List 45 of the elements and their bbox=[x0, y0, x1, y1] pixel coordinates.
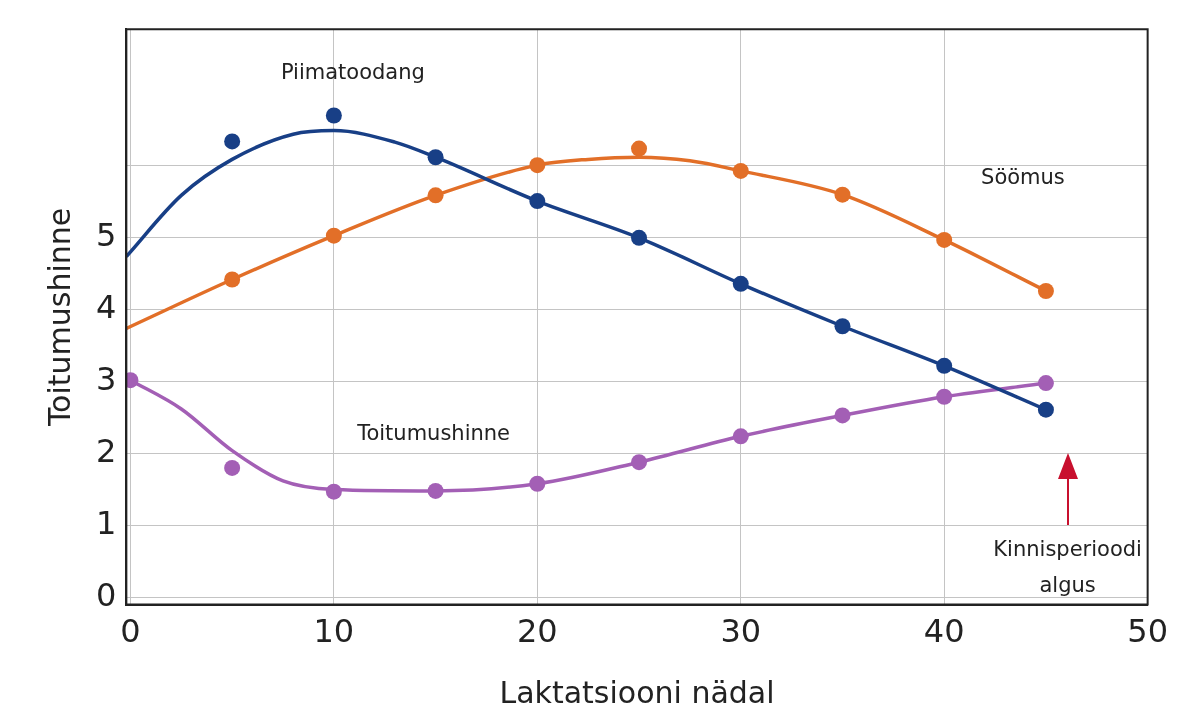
x-tick-label: 0 bbox=[120, 612, 141, 651]
point bbox=[529, 475, 546, 492]
point bbox=[732, 275, 749, 292]
point bbox=[834, 407, 851, 424]
text: Piimatoodang bbox=[280, 60, 425, 85]
y-tick-label: 5 bbox=[96, 216, 117, 255]
y-tick-label: 2 bbox=[96, 431, 117, 470]
series-label: Toitumushinne bbox=[356, 421, 511, 446]
point bbox=[427, 149, 444, 166]
point bbox=[1037, 401, 1054, 418]
point bbox=[529, 157, 546, 174]
y-axis-title: Toitumushinne bbox=[41, 207, 77, 428]
point bbox=[1037, 283, 1054, 300]
point bbox=[427, 482, 444, 499]
y-tick-label: 3 bbox=[96, 359, 117, 398]
x-axis-title: Laktatsiooni nädal bbox=[499, 674, 775, 710]
point bbox=[224, 459, 241, 476]
point bbox=[631, 454, 648, 471]
y-tick-label: 4 bbox=[96, 288, 117, 327]
x-tick-label: 10 bbox=[313, 612, 355, 651]
annotation: Kinnisperioodi algus bbox=[993, 537, 1142, 598]
point bbox=[631, 229, 648, 246]
x-tick-label: 30 bbox=[720, 612, 762, 651]
point bbox=[325, 483, 342, 500]
point bbox=[936, 388, 953, 405]
y-tick-label: 0 bbox=[96, 575, 117, 614]
point bbox=[529, 193, 546, 210]
point bbox=[631, 140, 648, 157]
point bbox=[732, 162, 749, 179]
x-tick-label: 20 bbox=[516, 612, 558, 651]
point bbox=[1037, 375, 1054, 392]
point bbox=[936, 231, 953, 248]
point bbox=[936, 357, 953, 374]
point bbox=[325, 227, 342, 244]
point bbox=[732, 428, 749, 445]
text: Söömus bbox=[981, 165, 1065, 190]
point bbox=[427, 187, 444, 204]
point bbox=[224, 133, 241, 150]
point bbox=[325, 107, 342, 124]
x-tick-label: 50 bbox=[1127, 612, 1168, 651]
y-tick-label: 1 bbox=[96, 503, 117, 542]
x-tick-label: 40 bbox=[923, 612, 965, 651]
point bbox=[834, 186, 851, 203]
point bbox=[834, 318, 851, 335]
point bbox=[224, 271, 241, 288]
